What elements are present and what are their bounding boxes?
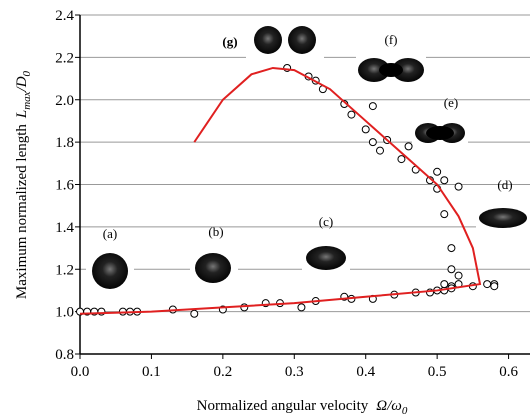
data-point xyxy=(454,271,463,280)
x-label-sub: 0 xyxy=(402,405,408,417)
drop-a xyxy=(92,253,128,289)
drop-e xyxy=(426,126,454,140)
y-tick-label: 2.4 xyxy=(55,8,74,24)
x-tick-label: 0.3 xyxy=(285,364,304,380)
data-point xyxy=(490,282,499,291)
y-label: Maximum normalized length xyxy=(14,124,30,299)
data-point xyxy=(240,303,249,312)
x-tick-label: 0.2 xyxy=(213,364,232,380)
x-axis-title: Normalized angular velocity Ω/ω0 xyxy=(197,398,408,417)
data-point xyxy=(397,155,406,164)
x-tick-label: 0.1 xyxy=(142,364,161,380)
drop-b xyxy=(195,253,231,283)
data-point xyxy=(347,110,356,119)
x-tick-label: 0.6 xyxy=(499,364,518,380)
annotation: (a) xyxy=(103,226,117,241)
data-point xyxy=(454,182,463,191)
y-tick-label: 1.6 xyxy=(55,178,74,194)
annotation: (c) xyxy=(319,214,333,229)
data-point xyxy=(297,303,306,312)
data-point xyxy=(440,210,449,219)
drop-d xyxy=(479,208,527,228)
data-point xyxy=(404,142,413,151)
annotation: (f) xyxy=(385,32,398,47)
data-point xyxy=(483,280,492,289)
x-tick-label: 0.0 xyxy=(71,364,90,380)
x-tick-label: 0.5 xyxy=(428,364,447,380)
y-tick-label: 1.2 xyxy=(55,262,74,278)
data-point xyxy=(447,244,456,253)
y-axis-title: Maximum normalized length Lmax/D0 xyxy=(14,70,33,299)
annotation: (g) xyxy=(222,34,237,49)
data-point xyxy=(376,146,384,155)
y-label-sub: max xyxy=(21,91,33,109)
data-point xyxy=(361,125,370,134)
grid xyxy=(80,14,530,313)
insets xyxy=(86,24,530,292)
drop-c xyxy=(306,246,346,270)
y-label-symbol: L xyxy=(14,110,30,119)
y-tick-label: 0.8 xyxy=(55,347,74,363)
x-label-symbol: Ω/ω xyxy=(376,398,402,414)
x-tick-label: 0.4 xyxy=(356,364,375,380)
y-tick-label: 2.0 xyxy=(55,93,74,109)
data-point xyxy=(447,265,456,274)
y-tick-label: 1.4 xyxy=(55,220,74,236)
annotation: (b) xyxy=(208,224,223,239)
data-point xyxy=(190,309,199,318)
y-label-sub: 0 xyxy=(21,70,33,76)
drop-f xyxy=(358,58,390,82)
data-point xyxy=(368,138,377,147)
y-tick-label: 1.8 xyxy=(55,135,74,151)
fit-curve xyxy=(79,66,482,315)
y-tick-label: 1.0 xyxy=(55,305,74,321)
y-label-mid: /D xyxy=(14,76,30,92)
drop-g xyxy=(254,26,282,54)
data-point xyxy=(368,102,377,111)
drop-f xyxy=(392,58,424,82)
drop-g xyxy=(288,26,316,54)
data-point xyxy=(440,280,449,289)
annotation: (d) xyxy=(497,177,512,192)
y-tick-label: 2.2 xyxy=(55,50,74,66)
drop-f xyxy=(379,63,403,77)
x-label: Normalized angular velocity xyxy=(197,398,369,414)
data-point xyxy=(433,167,442,176)
data-point xyxy=(440,176,449,185)
annotation: (e) xyxy=(444,95,458,110)
